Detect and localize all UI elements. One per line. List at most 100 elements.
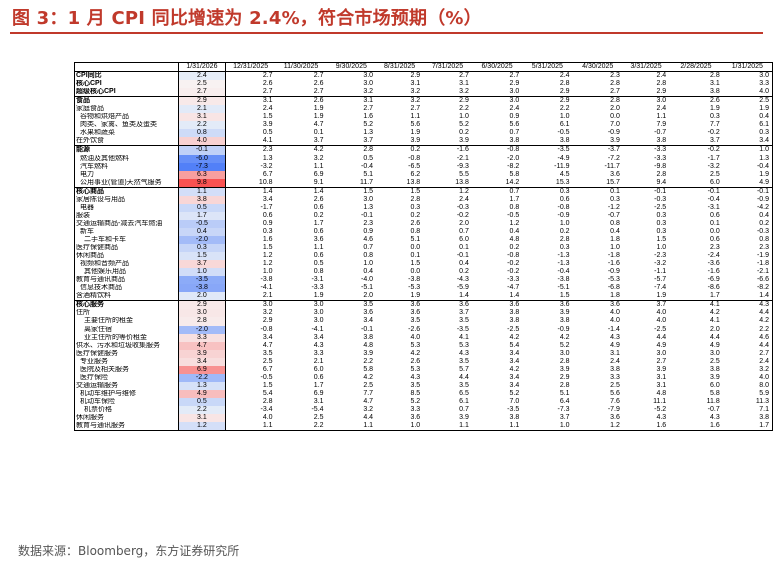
value-cell: 2.6 — [410, 357, 421, 365]
value-cell: -3.2 — [707, 162, 720, 170]
value-cell: 7.0 — [509, 397, 520, 405]
value-cell: 2.9 — [262, 317, 273, 325]
value-cell: 1.2 — [262, 260, 273, 268]
column-header: 8/31/2025 — [376, 61, 424, 73]
value-cell: -1.3 — [557, 260, 570, 268]
value-cell: 3.8 — [559, 317, 570, 325]
value-cell: -0.3 — [654, 195, 667, 203]
value-cell: 3.2 — [262, 309, 273, 317]
value-cell: 7.6 — [610, 397, 620, 405]
row-label: 交通运输服务 — [73, 381, 180, 390]
value-cell: 6.0 — [710, 381, 720, 389]
value-cell: -2.5 — [654, 325, 667, 333]
value-cell: 4.2 — [710, 309, 720, 317]
value-cell: 0.3 — [410, 203, 421, 211]
value-cell: 2.0 — [610, 105, 620, 113]
value-cell: 1.5 — [410, 260, 421, 268]
value-cell: 3.8 — [710, 365, 720, 373]
value-cell: -3.3 — [622, 145, 670, 155]
value-cell: 1.9 — [722, 105, 773, 114]
row-label: 肉类、家禽、鱼类及蛋类 — [73, 121, 180, 130]
value-cell: 1.8 — [610, 292, 620, 300]
row-label: 公用事业(管道)天然气服务 — [73, 178, 180, 188]
value-cell: 4.2 — [275, 145, 327, 155]
value-cell: 3.3 — [313, 349, 324, 357]
value-cell: 5.2 — [559, 341, 570, 349]
value-cell: 4.8 — [656, 389, 667, 397]
value-cell: 1.7 — [509, 195, 520, 203]
value-cell: -0.8 — [408, 154, 421, 162]
value-cell: -3.8 — [557, 276, 570, 284]
row-label: 离家住宿 — [73, 325, 180, 334]
value-cell: 5.6 — [410, 121, 421, 129]
table-row: 燃油及其他燃料 -6.0 1.3 3.2 0.5 -0.8 -2.1 -2.0 -4.9 -7.2… — [73, 154, 773, 163]
value-cell: 0.6 — [710, 211, 720, 219]
value-cell: 3.0 — [559, 349, 570, 357]
value-cell: 3.6 — [376, 300, 424, 310]
value-cell: 5.5 — [459, 170, 469, 178]
value-cell: 2.7 — [471, 71, 523, 81]
table-row: 核心商品 1.1 1.4 1.4 1.5 1.5 1.2 0.7 0.3 0.1 -0.1 -0.1-… — [73, 186, 773, 196]
value-cell: -0.3 — [722, 227, 773, 236]
value-cell: 1.7 — [710, 292, 720, 300]
value-cell: -2.0 — [507, 154, 520, 162]
value-cell: 1.3 — [178, 381, 226, 390]
value-cell: 1.0 — [610, 244, 620, 252]
column-header: 7/31/2025 — [423, 61, 472, 73]
value-cell: -3.5 — [522, 145, 573, 155]
value-cell: -1.7 — [260, 203, 273, 211]
row-label: 交通运输商品-减去汽车燃油 — [73, 219, 180, 228]
value-cell: 3.2 — [363, 405, 374, 413]
value-cell: -0.8 — [507, 252, 520, 260]
value-cell: -3.8 — [260, 276, 273, 284]
row-label: 核心服务 — [73, 300, 180, 310]
value-cell: 2.8 — [410, 195, 421, 203]
value-cell: 1.0 — [376, 422, 424, 432]
value-cell: -7.9 — [607, 405, 620, 413]
value-cell: 2.4 — [622, 71, 670, 81]
value-cell: 3.9 — [710, 373, 720, 381]
row-label: 教育与通讯服务 — [73, 422, 180, 432]
value-cell: 2.8 — [656, 80, 667, 88]
value-cell: 7.7 — [363, 389, 374, 397]
value-cell: -11.9 — [554, 162, 570, 170]
value-cell: 3.1 — [313, 397, 324, 405]
value-cell: 2.2 — [459, 105, 469, 113]
value-cell: 3.4 — [509, 373, 520, 381]
value-cell: 5.4 — [509, 341, 520, 349]
value-cell: 1.2 — [509, 219, 520, 227]
value-cell: 9.4 — [656, 178, 667, 186]
value-cell: 1.5 — [262, 113, 273, 121]
value-cell: 6.5 — [459, 389, 469, 397]
value-cell: 4.4 — [363, 414, 374, 422]
value-cell: 3.8 — [722, 414, 773, 423]
value-cell: 0.3 — [522, 186, 573, 196]
value-cell: 0.4 — [722, 211, 773, 220]
row-label: 主要住所的租金 — [73, 317, 180, 326]
value-cell: 6.1 — [722, 121, 773, 130]
value-cell: 2.8 — [178, 317, 226, 326]
value-cell: 0.7 — [509, 129, 520, 137]
value-cell: 5.9 — [722, 389, 773, 398]
value-cell: -11.7 — [604, 162, 620, 170]
value-cell: 4.2 — [509, 365, 520, 373]
value-cell: 2.6 — [313, 195, 324, 203]
value-cell: 3.7 — [363, 137, 374, 145]
value-cell: 2.9 — [376, 71, 424, 81]
value-cell: 3.0 — [471, 96, 523, 106]
value-cell: -0.9 — [557, 211, 570, 219]
value-cell: -0.1 — [669, 186, 723, 196]
value-cell: 2.8 — [656, 170, 667, 178]
row-label: 家庭食品 — [73, 105, 180, 114]
value-cell: 3.8 — [509, 309, 520, 317]
value-cell: 4.7 — [363, 397, 374, 405]
table-row: 汽车燃料 -7.3 -3.2 1.1 -0.4 -6.5 -9.3 -8.2 -11.9 -11.… — [73, 162, 773, 171]
value-cell: -5.3 — [408, 284, 421, 292]
value-cell: -7.2 — [607, 154, 620, 162]
value-cell: -6.9 — [707, 276, 720, 284]
value-cell: 0.4 — [178, 227, 226, 236]
value-cell: 3.9 — [656, 365, 667, 373]
value-cell: 2.8 — [559, 381, 570, 389]
row-label: 谷物和烘焙产品 — [73, 113, 180, 122]
value-cell: 2.0 — [178, 292, 226, 301]
